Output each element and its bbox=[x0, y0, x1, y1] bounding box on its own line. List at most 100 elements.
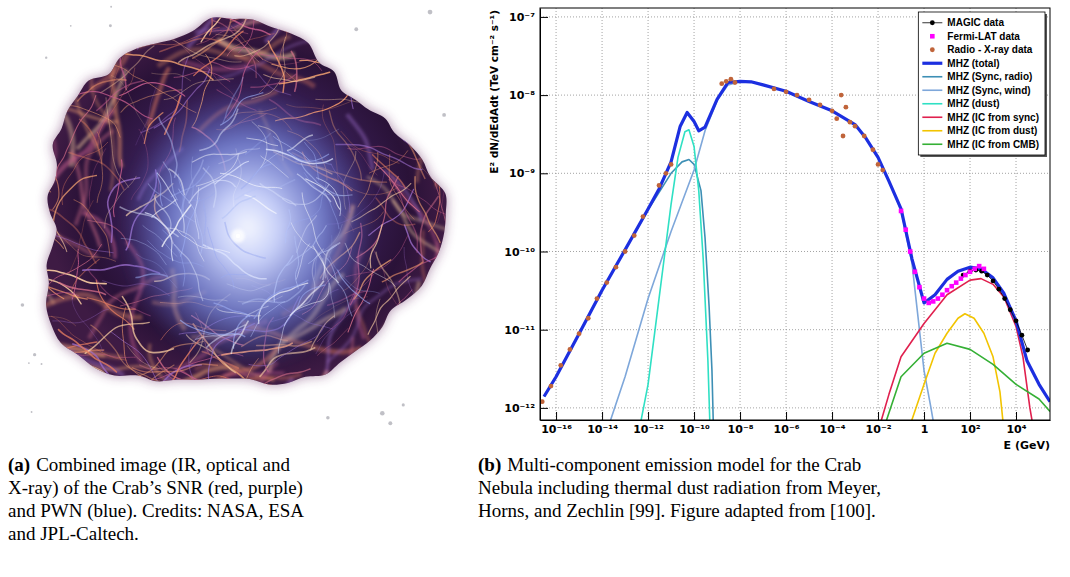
x-tick-label: 10⁻¹⁰ bbox=[679, 423, 710, 436]
filament bbox=[30, 187, 42, 259]
glow-strand bbox=[195, 0, 294, 32]
legend-entry: MAGIC data bbox=[922, 17, 1004, 28]
filament bbox=[13, 211, 34, 243]
filament bbox=[193, 7, 232, 58]
filament bbox=[272, 38, 331, 69]
wisp bbox=[273, 136, 310, 161]
data-point bbox=[586, 316, 591, 321]
glow-strand bbox=[268, 386, 342, 414]
filament bbox=[111, 407, 183, 440]
legend-line bbox=[922, 116, 942, 118]
data-point bbox=[931, 299, 936, 304]
wisp bbox=[207, 227, 234, 288]
wisp bbox=[295, 236, 299, 289]
wisp bbox=[223, 77, 243, 124]
caption-line: Nebula including thermal dust radiation … bbox=[478, 477, 881, 498]
data-point bbox=[818, 102, 823, 107]
data-point bbox=[1025, 348, 1030, 353]
glow-strand bbox=[13, 219, 54, 304]
data-point bbox=[614, 265, 619, 270]
glow-strand bbox=[29, 40, 56, 160]
filament bbox=[53, 176, 96, 231]
filament bbox=[21, 166, 40, 244]
data-point bbox=[604, 280, 609, 285]
data-point bbox=[876, 162, 881, 167]
figure: 10⁻¹⁶10⁻¹⁴10⁻¹²10⁻¹⁰10⁻⁸10⁻⁶10⁻⁴10⁻²110²… bbox=[0, 0, 1070, 577]
filament bbox=[180, 371, 228, 382]
data-point bbox=[719, 81, 724, 86]
legend-entry: Fermi-LAT data bbox=[930, 31, 1020, 42]
filament bbox=[14, 270, 106, 284]
wisp bbox=[287, 183, 326, 230]
wisp bbox=[233, 148, 241, 207]
wisp bbox=[304, 172, 343, 195]
wisp bbox=[222, 196, 256, 219]
wisp bbox=[220, 93, 263, 126]
filament bbox=[404, 247, 430, 316]
wisp bbox=[220, 173, 282, 188]
wisp bbox=[195, 334, 243, 340]
filament bbox=[211, 384, 267, 435]
filament bbox=[34, 217, 64, 249]
filament bbox=[389, 154, 414, 219]
legend-label: MHZ (IC from CMB) bbox=[947, 139, 1039, 150]
plot-frame bbox=[540, 8, 1050, 420]
data-point bbox=[641, 214, 646, 219]
filament bbox=[394, 77, 450, 135]
filament bbox=[108, 382, 176, 428]
wisp bbox=[157, 173, 162, 207]
filament bbox=[367, 72, 436, 114]
data-point bbox=[834, 116, 839, 121]
filament bbox=[139, 0, 159, 33]
nebula-filaments bbox=[0, 0, 506, 513]
filament bbox=[23, 236, 31, 287]
grid-line bbox=[540, 329, 1050, 330]
x-axis: 10⁻¹⁶10⁻¹⁴10⁻¹²10⁻¹⁰10⁻⁸10⁻⁶10⁻⁴10⁻²110²… bbox=[541, 412, 1051, 436]
legend: MAGIC dataFermi-LAT dataRadio - X-ray da… bbox=[918, 12, 1047, 157]
glow-strand bbox=[36, 295, 143, 318]
series-line bbox=[544, 81, 1050, 401]
grid-line bbox=[694, 8, 695, 420]
series-line bbox=[607, 82, 935, 420]
x-tick: 10⁻⁴ bbox=[820, 412, 846, 436]
caption-label: (b) bbox=[478, 454, 501, 476]
x-tick-mark bbox=[740, 412, 741, 420]
y-tick-mark bbox=[540, 17, 548, 18]
glow-strand bbox=[416, 281, 427, 367]
filament bbox=[345, 346, 399, 373]
wisp bbox=[203, 245, 267, 279]
filament bbox=[24, 237, 32, 280]
x-tick: 10⁻² bbox=[866, 412, 892, 436]
filament bbox=[385, 75, 429, 104]
y-tick: 10⁻¹⁰ bbox=[504, 246, 548, 259]
filament bbox=[91, 325, 160, 381]
legend-line bbox=[922, 130, 942, 132]
caption-line: (a)Combined image (IR, optical and bbox=[8, 454, 290, 476]
filament bbox=[195, 385, 248, 421]
filament bbox=[122, 365, 174, 428]
wisp bbox=[203, 168, 216, 208]
legend-label: MHZ (IC from dust) bbox=[947, 125, 1037, 136]
filament bbox=[343, 384, 355, 438]
x-tick-label: 10⁻² bbox=[866, 423, 892, 436]
filament bbox=[421, 197, 439, 262]
wisp bbox=[286, 225, 326, 266]
data-point bbox=[968, 269, 973, 274]
data-point bbox=[784, 89, 789, 94]
star bbox=[21, 303, 25, 307]
filament bbox=[132, 364, 217, 372]
data-point bbox=[862, 134, 867, 139]
x-axis-line bbox=[541, 420, 1051, 421]
data-point bbox=[577, 331, 582, 336]
data-point bbox=[1002, 296, 1007, 301]
data-point bbox=[549, 384, 554, 389]
glow-strand bbox=[357, 305, 444, 380]
data-point bbox=[963, 273, 968, 278]
wisp bbox=[145, 213, 173, 261]
star bbox=[354, 27, 358, 31]
nebula-halo bbox=[46, 17, 447, 384]
filament bbox=[138, 0, 163, 49]
data-point bbox=[968, 269, 973, 274]
x-tick: 10⁻⁸ bbox=[728, 412, 754, 436]
glow-strand bbox=[206, 374, 302, 422]
